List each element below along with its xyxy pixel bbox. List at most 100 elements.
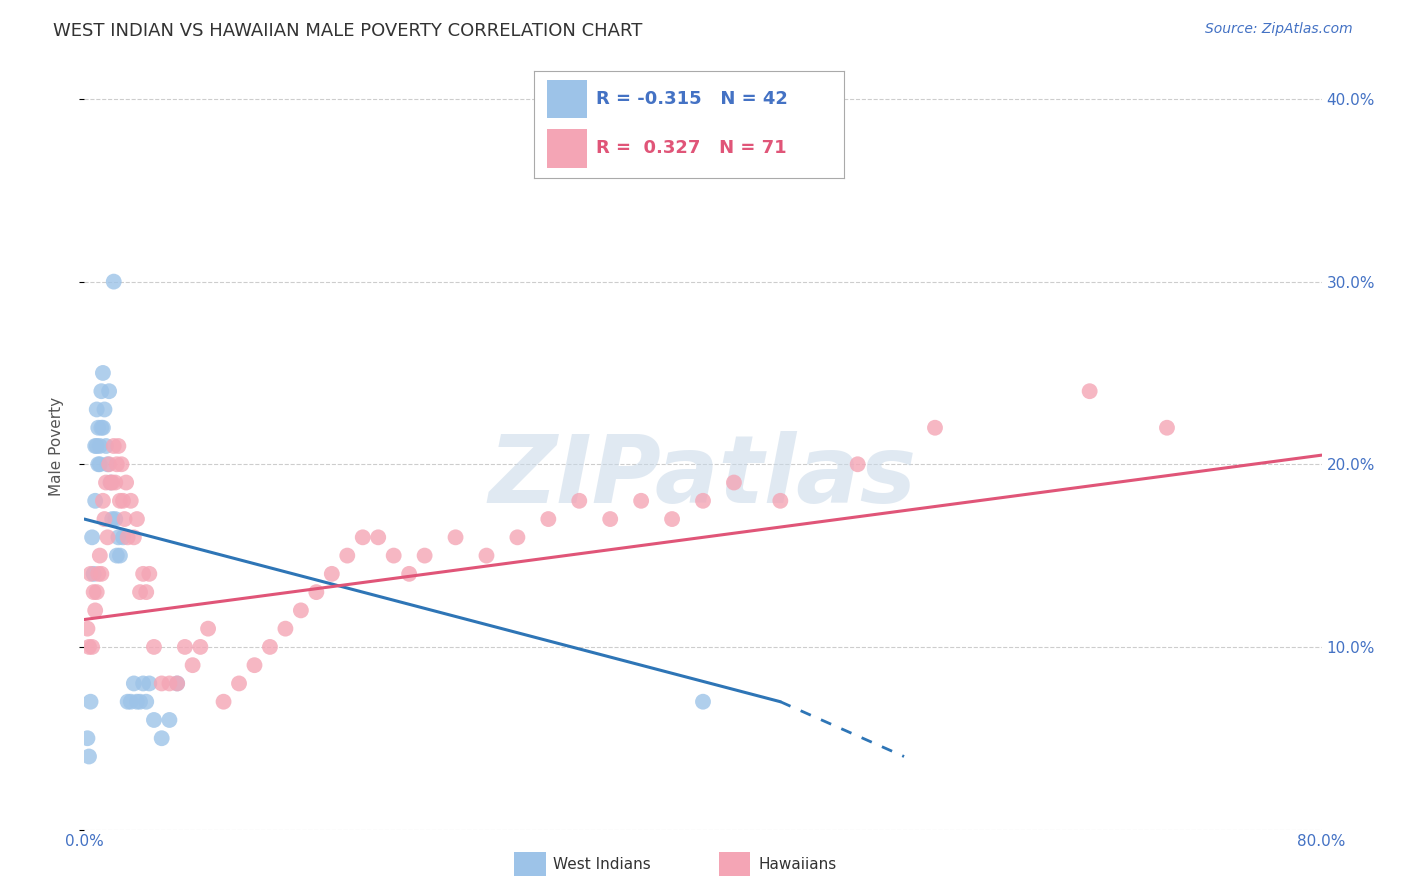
Point: [444, 530, 467, 544]
Point: [143, 640, 166, 654]
Point: [117, 695, 139, 709]
Text: Hawaiians: Hawaiians: [758, 857, 837, 871]
Point: [129, 585, 152, 599]
Point: [692, 493, 714, 508]
Point: [108, 493, 131, 508]
Point: [924, 421, 946, 435]
Point: [103, 275, 125, 289]
Point: [77, 749, 100, 764]
Point: [90, 566, 112, 581]
Point: [76, 622, 98, 636]
Point: [94, 475, 117, 490]
Point: [107, 530, 129, 544]
Point: [100, 475, 122, 490]
Point: [132, 566, 155, 581]
Point: [87, 457, 110, 471]
Point: [103, 439, 125, 453]
Point: [96, 457, 118, 471]
Point: [82, 530, 104, 544]
Point: [87, 566, 110, 581]
Point: [101, 512, 124, 526]
Text: ZIPatlas: ZIPatlas: [489, 431, 917, 523]
Point: [132, 676, 155, 690]
Point: [305, 585, 328, 599]
Point: [1078, 384, 1101, 399]
Point: [108, 549, 131, 563]
Point: [413, 549, 436, 563]
Point: [93, 402, 115, 417]
Text: Source: ZipAtlas.com: Source: ZipAtlas.com: [1205, 22, 1353, 37]
Point: [129, 695, 152, 709]
Point: [138, 566, 160, 581]
Point: [135, 585, 157, 599]
Point: [90, 421, 112, 435]
Point: [181, 658, 204, 673]
Point: [79, 695, 101, 709]
Point: [83, 585, 105, 599]
Point: [101, 475, 124, 490]
Point: [143, 713, 166, 727]
Bar: [547, 129, 586, 168]
Point: [599, 512, 621, 526]
Point: [86, 439, 108, 453]
Point: [86, 402, 108, 417]
Point: [537, 512, 560, 526]
Text: West Indians: West Indians: [554, 857, 651, 871]
Point: [166, 676, 188, 690]
Point: [105, 549, 128, 563]
Point: [100, 475, 122, 490]
Point: [723, 475, 745, 490]
Point: [84, 493, 107, 508]
Point: [91, 366, 114, 380]
Point: [212, 695, 235, 709]
Point: [367, 530, 389, 544]
Point: [110, 457, 132, 471]
Point: [84, 439, 107, 453]
Y-axis label: Male Poverty: Male Poverty: [49, 396, 63, 496]
Point: [107, 439, 129, 453]
Point: [228, 676, 250, 690]
Point: [91, 421, 114, 435]
Point: [243, 658, 266, 673]
Point: [93, 512, 115, 526]
Point: [197, 622, 219, 636]
Point: [96, 530, 118, 544]
Point: [82, 640, 104, 654]
Point: [112, 530, 135, 544]
Point: [79, 566, 101, 581]
Point: [114, 512, 136, 526]
Point: [475, 549, 498, 563]
Point: [506, 530, 529, 544]
Point: [105, 457, 128, 471]
Point: [661, 512, 683, 526]
Point: [83, 566, 105, 581]
Point: [846, 457, 869, 471]
Point: [150, 731, 173, 746]
Point: [104, 475, 127, 490]
Point: [112, 493, 135, 508]
Point: [568, 493, 591, 508]
Point: [89, 439, 111, 453]
Bar: [547, 80, 586, 119]
Point: [94, 439, 117, 453]
Point: [159, 676, 180, 690]
Point: [89, 549, 111, 563]
Point: [1156, 421, 1178, 435]
Point: [135, 695, 157, 709]
Point: [630, 493, 652, 508]
Point: [125, 512, 148, 526]
Point: [274, 622, 297, 636]
Point: [692, 695, 714, 709]
Point: [352, 530, 374, 544]
Point: [188, 640, 211, 654]
Point: [120, 493, 142, 508]
Point: [120, 695, 142, 709]
Point: [122, 676, 145, 690]
Text: R =  0.327   N = 71: R = 0.327 N = 71: [596, 139, 787, 157]
Point: [150, 676, 173, 690]
Point: [259, 640, 281, 654]
Point: [336, 549, 359, 563]
Point: [321, 566, 343, 581]
Point: [117, 530, 139, 544]
Point: [91, 493, 114, 508]
